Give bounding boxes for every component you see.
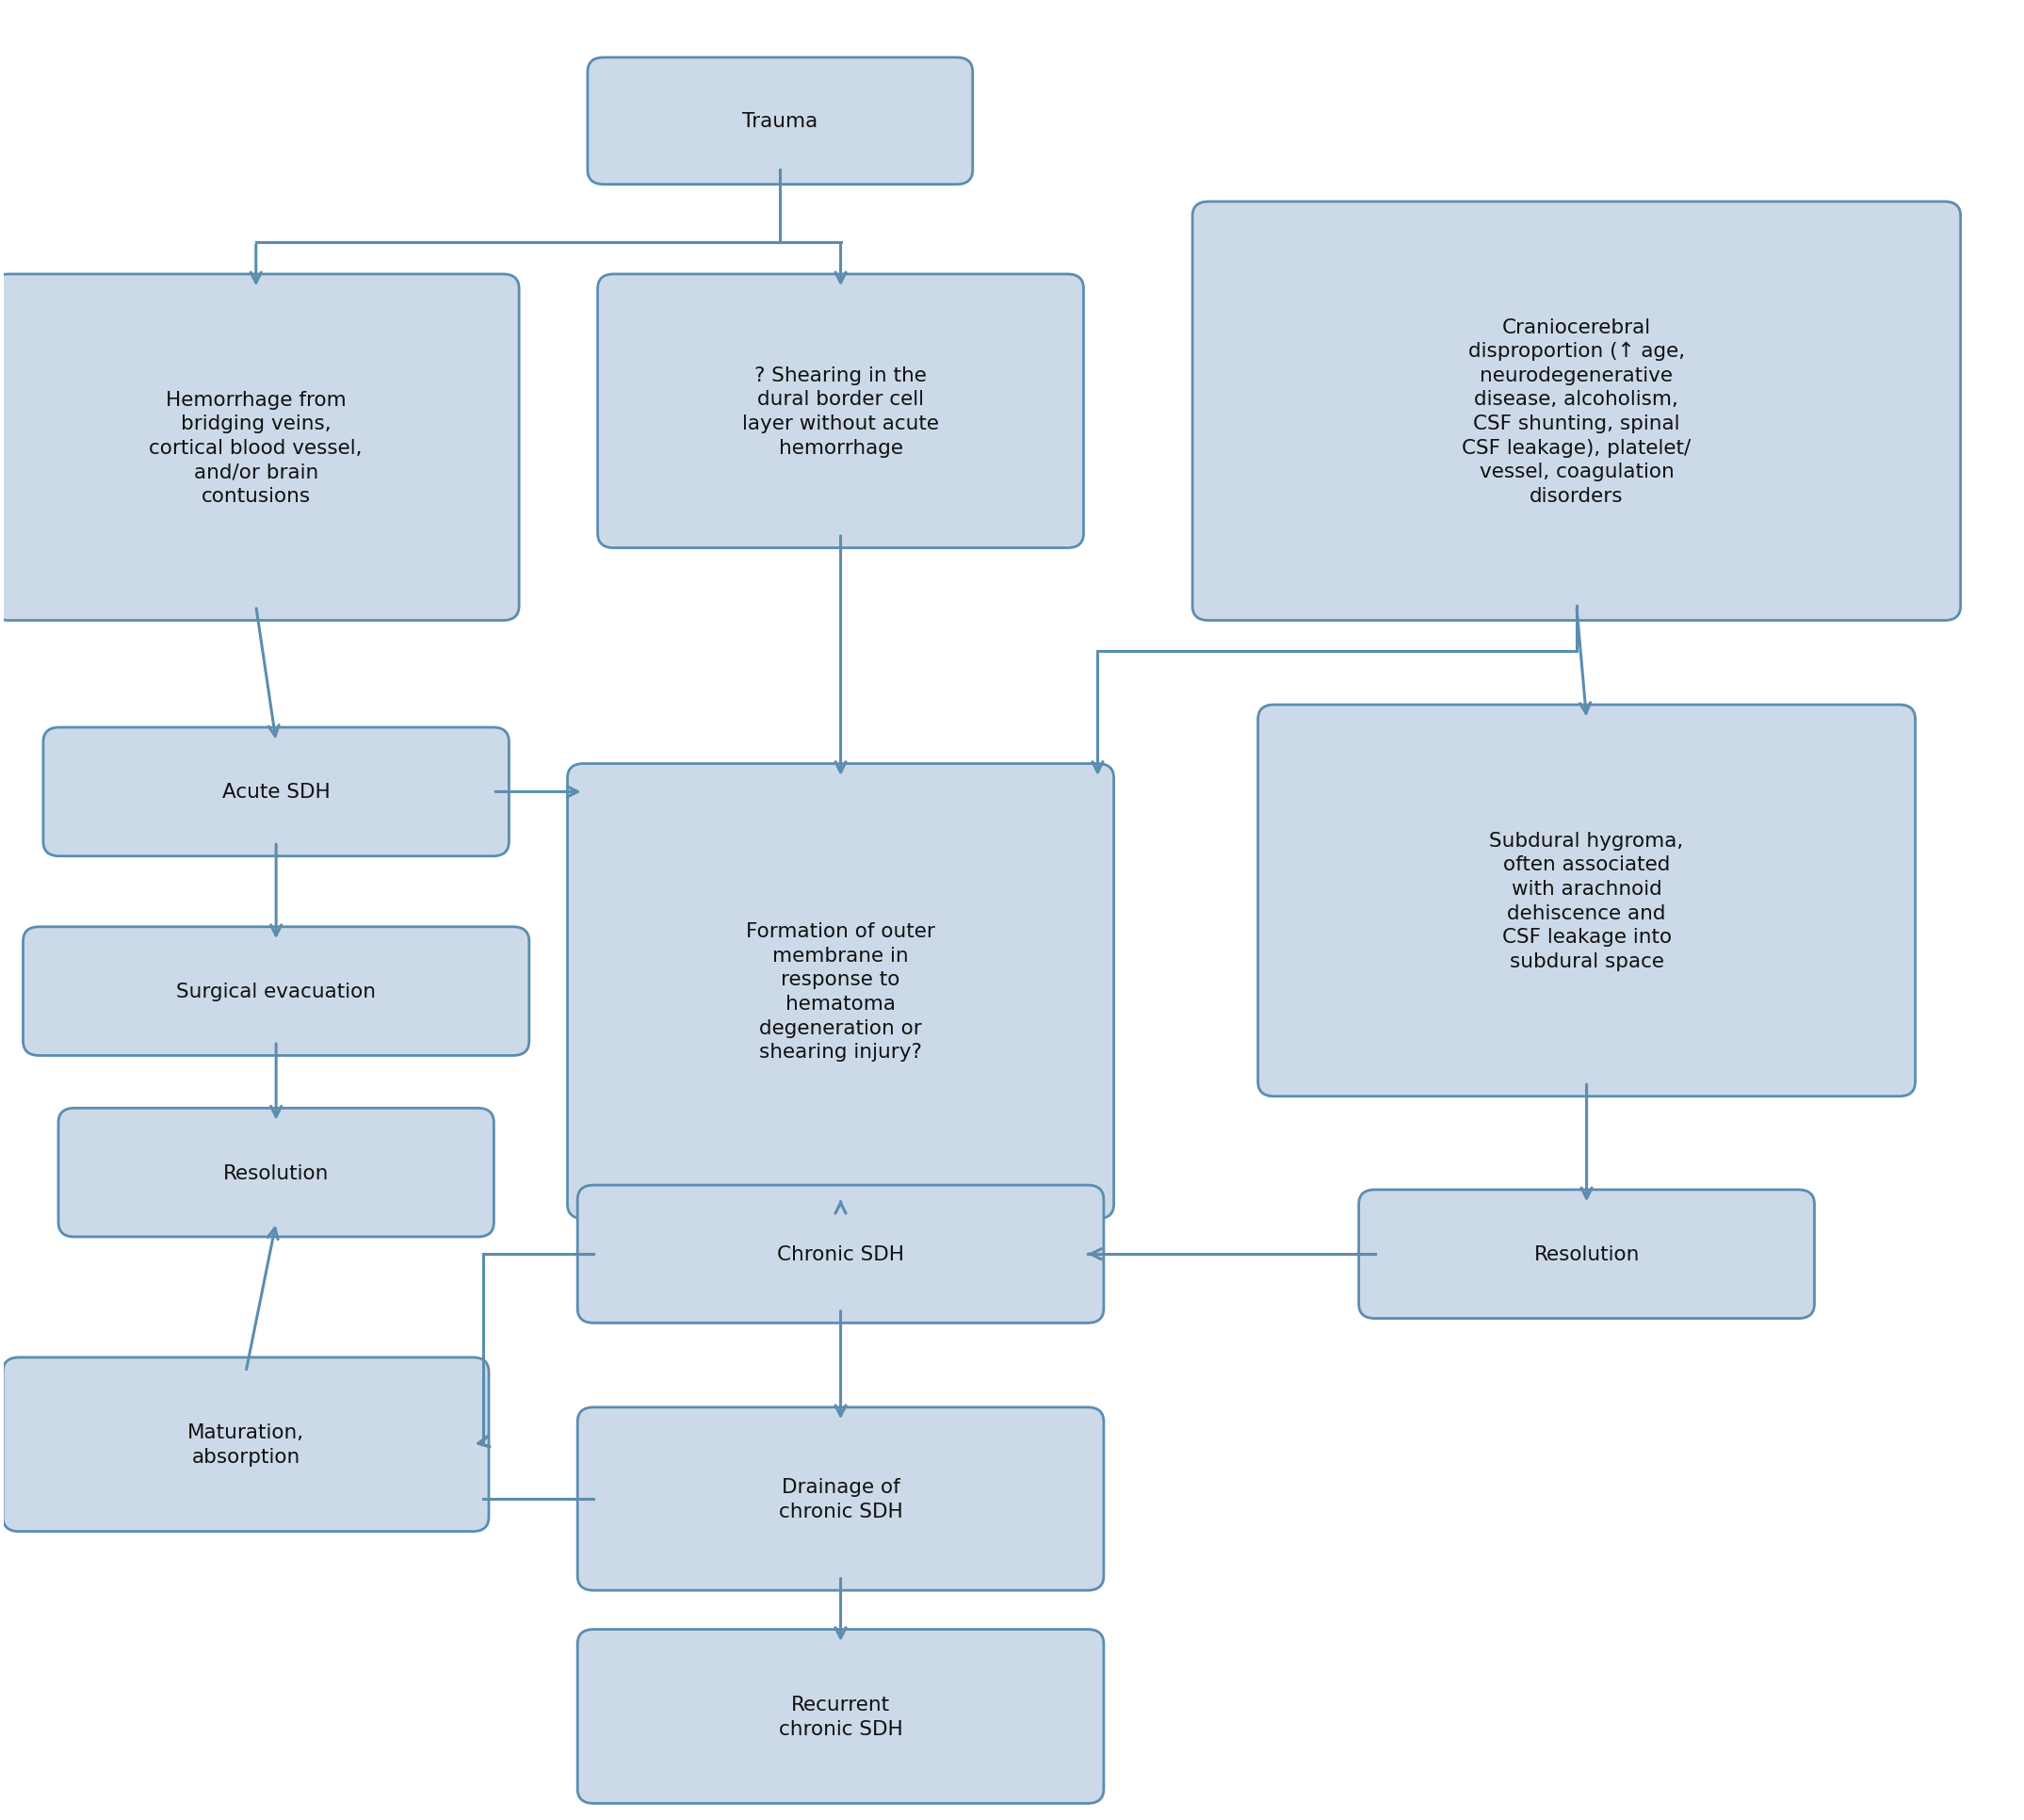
Text: Craniocerebral
disproportion (↑ age,
neurodegenerative
disease, alcoholism,
CSF : Craniocerebral disproportion (↑ age, neu…	[1461, 318, 1692, 506]
Text: Recurrent
chronic SDH: Recurrent chronic SDH	[779, 1694, 903, 1738]
FancyBboxPatch shape	[22, 926, 528, 1056]
Text: Acute SDH: Acute SDH	[223, 783, 330, 801]
Text: Resolution: Resolution	[223, 1163, 330, 1183]
Text: Hemorrhage from
bridging veins,
cortical blood vessel,
and/or brain
contusions: Hemorrhage from bridging veins, cortical…	[150, 389, 362, 506]
FancyBboxPatch shape	[577, 1629, 1103, 1804]
FancyBboxPatch shape	[1358, 1190, 1814, 1319]
Text: Surgical evacuation: Surgical evacuation	[176, 983, 376, 1001]
FancyBboxPatch shape	[59, 1108, 494, 1238]
FancyBboxPatch shape	[2, 1358, 490, 1532]
Text: Trauma: Trauma	[743, 113, 818, 131]
FancyBboxPatch shape	[597, 275, 1083, 548]
Text: Maturation,
absorption: Maturation, absorption	[188, 1423, 304, 1467]
Text: Resolution: Resolution	[1534, 1245, 1639, 1263]
FancyBboxPatch shape	[43, 728, 508, 857]
Text: Drainage of
chronic SDH: Drainage of chronic SDH	[779, 1478, 903, 1520]
FancyBboxPatch shape	[1192, 202, 1961, 621]
Text: Chronic SDH: Chronic SDH	[777, 1245, 905, 1263]
FancyBboxPatch shape	[577, 1185, 1103, 1323]
FancyBboxPatch shape	[587, 58, 974, 186]
Text: ? Shearing in the
dural border cell
layer without acute
hemorrhage: ? Shearing in the dural border cell laye…	[743, 366, 939, 457]
FancyBboxPatch shape	[577, 1407, 1103, 1591]
FancyBboxPatch shape	[1259, 704, 1915, 1097]
Text: Subdural hygroma,
often associated
with arachnoid
dehiscence and
CSF leakage int: Subdural hygroma, often associated with …	[1490, 832, 1684, 970]
FancyBboxPatch shape	[0, 275, 518, 621]
FancyBboxPatch shape	[567, 764, 1113, 1219]
Text: Formation of outer
membrane in
response to
hematoma
degeneration or
shearing inj: Formation of outer membrane in response …	[747, 923, 935, 1061]
